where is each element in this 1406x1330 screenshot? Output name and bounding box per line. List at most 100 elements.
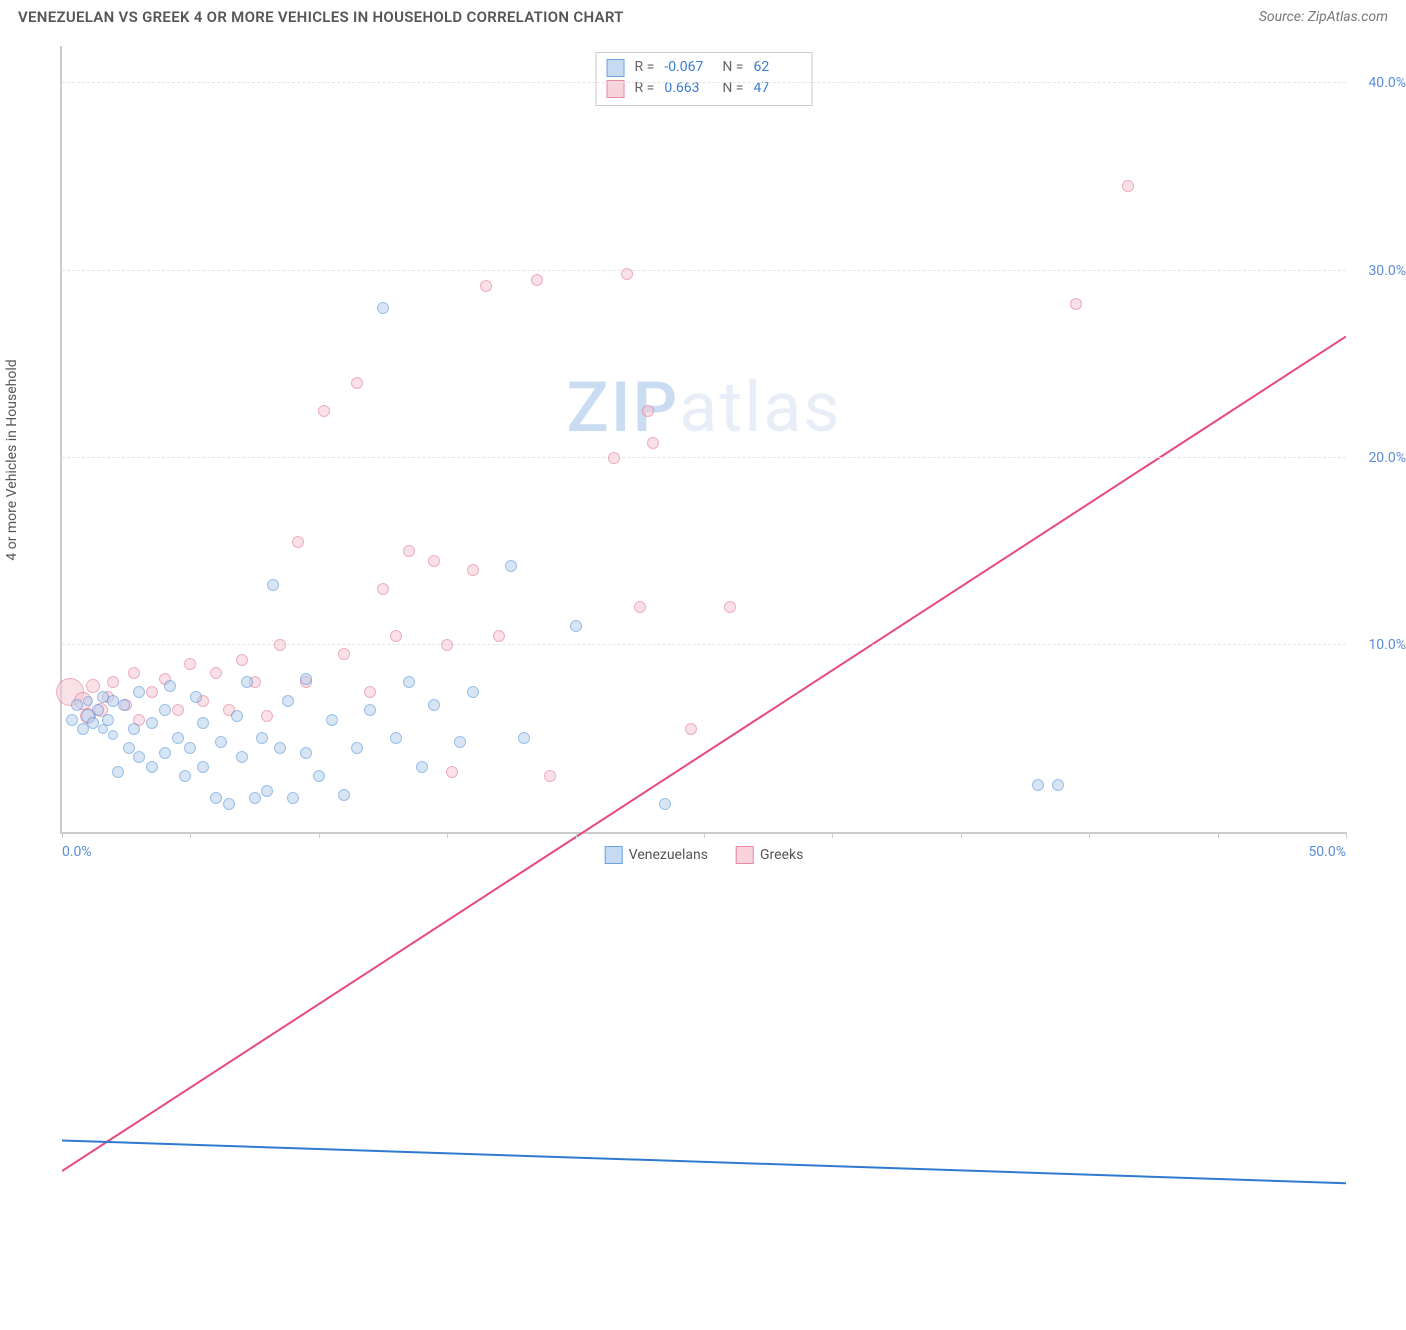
- x-tick: [576, 832, 577, 838]
- trend-line: [62, 1140, 1346, 1183]
- data-point: [377, 302, 389, 314]
- data-point: [146, 717, 158, 729]
- data-point: [1032, 779, 1044, 791]
- data-point: [83, 696, 93, 706]
- data-point: [326, 714, 338, 726]
- data-point: [1122, 180, 1134, 192]
- n-value-greeks: 47: [753, 78, 801, 99]
- data-point: [621, 268, 633, 280]
- data-point: [236, 751, 248, 763]
- data-point: [403, 676, 415, 688]
- data-point: [505, 560, 517, 572]
- data-point: [364, 686, 376, 698]
- r-label: R =: [635, 78, 655, 99]
- chart-container: 4 or more Vehicles in Household ZIPatlas…: [18, 46, 1388, 874]
- data-point: [403, 545, 415, 557]
- x-tick: [190, 832, 191, 838]
- data-point: [249, 792, 261, 804]
- data-point: [300, 747, 312, 759]
- data-point: [338, 648, 350, 660]
- data-point: [86, 679, 100, 693]
- data-point: [292, 536, 304, 548]
- data-point: [480, 280, 492, 292]
- data-point: [1052, 779, 1064, 791]
- data-point: [184, 658, 196, 670]
- data-point: [236, 654, 248, 666]
- data-point: [210, 667, 222, 679]
- y-tick-label: 10.0%: [1354, 637, 1406, 653]
- x-tick-label: 0.0%: [62, 844, 92, 860]
- data-point: [518, 732, 530, 744]
- chart-source: Source: ZipAtlas.com: [1259, 9, 1388, 25]
- grid-line: [62, 457, 1346, 458]
- watermark: ZIPatlas: [567, 367, 842, 449]
- data-point: [454, 736, 466, 748]
- x-tick: [447, 832, 448, 838]
- data-point: [128, 667, 140, 679]
- data-point: [184, 742, 196, 754]
- data-point: [493, 630, 505, 642]
- chart-title: VENEZUELAN VS GREEK 4 OR MORE VEHICLES I…: [18, 8, 624, 26]
- data-point: [112, 766, 124, 778]
- data-point: [531, 274, 543, 286]
- data-point: [287, 792, 299, 804]
- data-point: [377, 583, 389, 595]
- legend-stats-box: R = -0.067 N = 62 R = 0.663 N = 47: [596, 52, 813, 106]
- data-point: [647, 437, 659, 449]
- data-point: [190, 691, 202, 703]
- data-point: [146, 686, 158, 698]
- data-point: [390, 732, 402, 744]
- data-point: [300, 673, 312, 685]
- n-value-venezuelans: 62: [753, 57, 801, 78]
- data-point: [390, 630, 402, 642]
- data-point: [351, 742, 363, 754]
- data-point: [123, 742, 135, 754]
- data-point: [164, 680, 176, 692]
- data-point: [256, 732, 268, 744]
- y-tick-label: 30.0%: [1354, 263, 1406, 279]
- data-point: [92, 704, 104, 716]
- data-point: [179, 770, 191, 782]
- data-point: [724, 601, 736, 613]
- r-value-greeks: 0.663: [664, 78, 712, 99]
- data-point: [416, 761, 428, 773]
- data-point: [241, 676, 253, 688]
- data-point: [318, 405, 330, 417]
- data-point: [467, 564, 479, 576]
- trend-line: [62, 336, 1346, 1171]
- x-tick: [704, 832, 705, 838]
- data-point: [313, 770, 325, 782]
- data-point: [210, 792, 222, 804]
- data-point: [107, 676, 119, 688]
- swatch-venezuelans: [607, 59, 625, 77]
- data-point: [364, 704, 376, 716]
- watermark-suffix: atlas: [679, 367, 841, 449]
- x-tick: [62, 832, 63, 838]
- legend-item-venezuelans: Venezuelans: [605, 846, 708, 864]
- x-tick: [1346, 832, 1347, 838]
- r-label: R =: [635, 57, 655, 78]
- bottom-legend: Venezuelans Greeks: [605, 846, 804, 864]
- data-point: [467, 686, 479, 698]
- x-tick: [1218, 832, 1219, 838]
- legend-label-venezuelans: Venezuelans: [629, 847, 708, 863]
- grid-line: [62, 644, 1346, 645]
- chart-header: VENEZUELAN VS GREEK 4 OR MORE VEHICLES I…: [0, 0, 1406, 28]
- data-point: [197, 717, 209, 729]
- data-point: [659, 798, 671, 810]
- data-point: [282, 695, 294, 707]
- data-point: [685, 723, 697, 735]
- data-point: [261, 710, 273, 722]
- n-label: N =: [722, 78, 743, 99]
- y-tick-label: 20.0%: [1354, 450, 1406, 466]
- data-point: [351, 377, 363, 389]
- data-point: [428, 555, 440, 567]
- data-point: [215, 736, 227, 748]
- data-point: [441, 639, 453, 651]
- data-point: [428, 699, 440, 711]
- y-tick-label: 40.0%: [1354, 75, 1406, 91]
- data-point: [172, 704, 184, 716]
- watermark-prefix: ZIP: [567, 367, 680, 449]
- legend-stats-row-greeks: R = 0.663 N = 47: [607, 78, 802, 99]
- data-point: [118, 699, 130, 711]
